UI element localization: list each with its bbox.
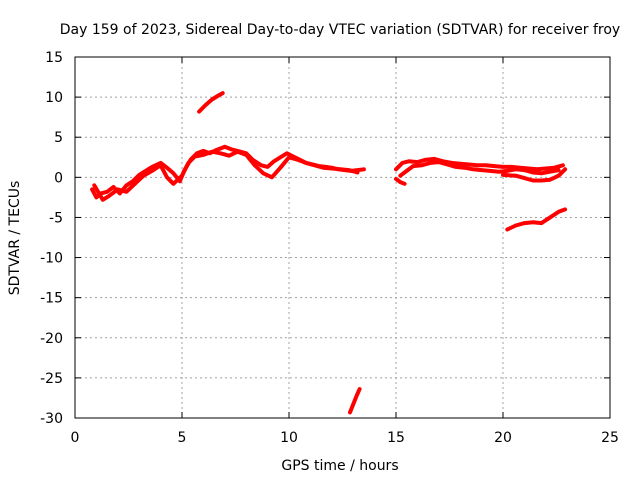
series-line-track-20h [501,167,568,183]
grid [75,57,610,418]
y-tick-label: 5 [54,130,63,146]
series-line-upper-track [197,91,225,114]
series-line-main-track-3 [394,156,565,172]
y-tick-label: -15 [40,291,63,307]
chart-title: Day 159 of 2023, Sidereal Day-to-day VTE… [60,22,620,38]
x-tick-label: 0 [71,430,80,446]
plot-frame [74,56,611,419]
series-layer [90,91,568,415]
y-tick-label: 0 [54,170,63,186]
axis-ticks: 0 5 10 15 20 25 -30 -25 -20 -15 -10 -5 0 5 10 15 [40,50,619,446]
y-tick-label: -20 [40,331,63,347]
x-tick-label: 25 [601,430,619,446]
series-line-low-outlier-track [348,387,362,415]
series-line-main-track-2 [92,149,360,202]
x-tick-label: 10 [280,430,298,446]
x-tick-label: 5 [178,430,187,446]
x-tick-label: 15 [387,430,405,446]
y-tick-label: -30 [40,411,63,427]
y-tick-label: 10 [45,90,63,106]
series-line-lower-track [505,207,568,232]
x-axis-label: GPS time / hours [281,458,398,474]
series-line-main-track-4 [398,160,561,178]
x-tick-label: 20 [494,430,512,446]
y-tick-label: -5 [49,210,63,226]
y-tick-label: -25 [40,371,63,387]
y-tick-label: 15 [45,50,63,66]
y-tick-label: -10 [40,251,63,267]
series-line-short-segment [394,176,407,186]
y-axis-label: SDTVAR / TECUs [7,181,23,296]
